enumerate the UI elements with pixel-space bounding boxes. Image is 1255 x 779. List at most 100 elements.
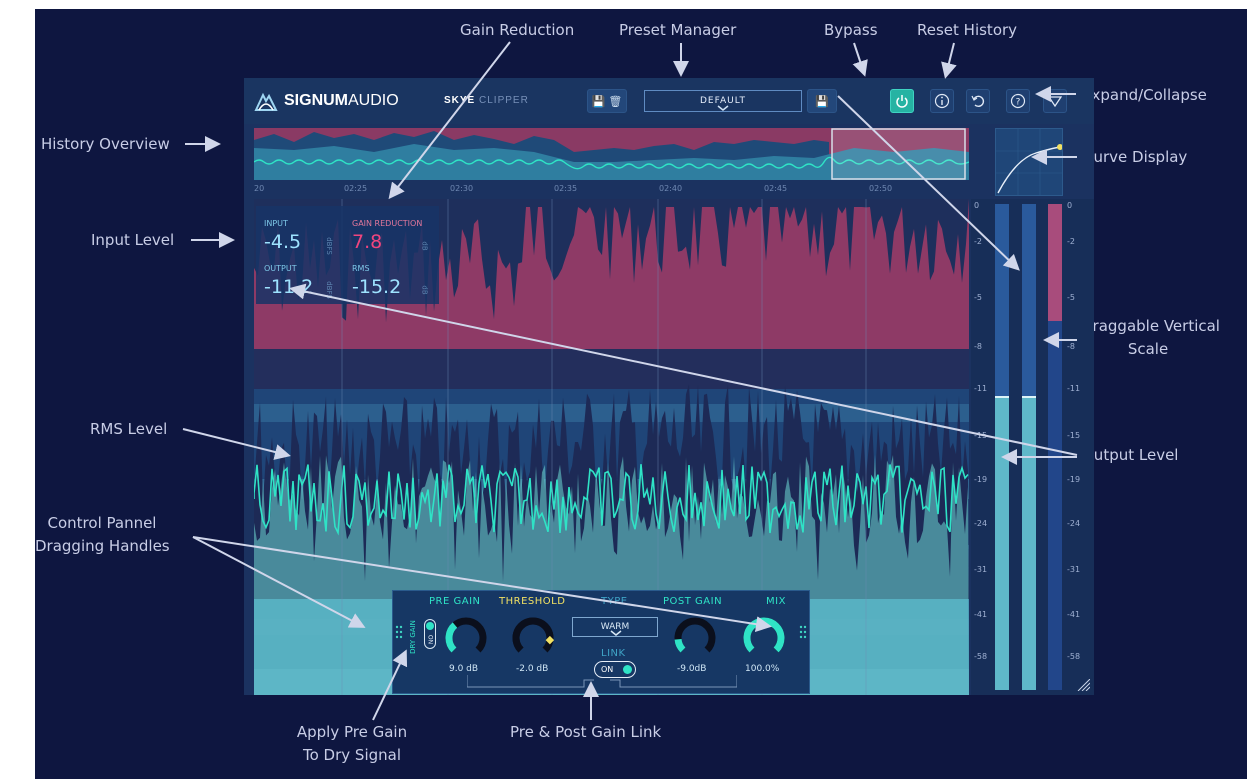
annotation-rms-level: RMS Level <box>90 420 168 438</box>
brand-name-bold: SIGNUM <box>284 92 348 109</box>
input-level-value: -4.5 <box>264 231 302 253</box>
pre-gain-value: 9.0 dB <box>449 664 479 674</box>
help-button[interactable]: ? <box>1006 89 1030 113</box>
history-view-window[interactable] <box>831 128 966 180</box>
meter-scale-label: -11 <box>1067 384 1081 393</box>
drag-handle-left-icon[interactable] <box>395 625 403 639</box>
meter-scale-label: -8 <box>974 342 982 351</box>
link-toggle[interactable]: ON <box>594 661 636 678</box>
power-icon <box>896 95 908 108</box>
save-preset-icon[interactable]: 💾 <box>591 94 606 108</box>
dry-gain-label: DRY GAIN <box>409 620 417 654</box>
reset-history-button[interactable] <box>966 89 990 113</box>
info-icon <box>934 93 950 109</box>
meter-scale-label: 0 <box>974 201 980 210</box>
timeline-tick-label: 02:25 <box>344 184 368 193</box>
bypass-button[interactable] <box>890 89 914 113</box>
timeline-tick-label: 02:45 <box>764 184 788 193</box>
input-level-label: INPUT <box>264 219 288 228</box>
save-new-preset-icon: 💾 <box>815 94 829 108</box>
meter-scale-label: -41 <box>974 610 988 619</box>
gain-reduction-meter-fill <box>1048 204 1062 321</box>
product-name-bold: SKYE <box>444 95 476 106</box>
meter-scale-label: -31 <box>974 565 988 574</box>
link-toggle-label: ON <box>601 665 614 674</box>
timeline-tick-label: 02:35 <box>554 184 578 193</box>
output-level-value: -11.2 <box>264 276 314 298</box>
meter-scale-label: -2 <box>1067 237 1075 246</box>
save-as-preset-button[interactable]: 💾 <box>807 89 837 113</box>
threshold-point <box>1057 144 1063 150</box>
screenshot-canvas: Gain Reduction Preset Manager Bypass Res… <box>35 9 1247 779</box>
output-meter-right-fill <box>1022 396 1036 690</box>
annotation-control-panel-line1: Control Pannel <box>47 514 157 532</box>
info-button[interactable] <box>930 89 954 113</box>
level-meters[interactable]: 0 0 -2 -2 -5 -5 -8 -8 -11 -11 -15 -15 -19 -19 -24 -24 -3… <box>971 199 1094 695</box>
post-gain-label: POST GAIN <box>663 596 723 607</box>
annotation-gain-reduction: Gain Reduction <box>460 21 575 39</box>
help-icon: ? <box>1010 93 1026 109</box>
clip-type-value: WARM <box>600 622 630 632</box>
annotation-draggable-scale-line1: Draggable Vertical <box>1081 317 1220 335</box>
post-gain-knob[interactable] <box>672 615 718 661</box>
output-meter-right <box>1022 204 1036 690</box>
level-band <box>254 404 969 422</box>
annotation-expand-collapse: Expand/Collapse <box>1082 86 1207 104</box>
link-bracket <box>467 675 737 688</box>
drag-handle-right-icon[interactable] <box>799 625 807 639</box>
timeline-tick-label: 02:50 <box>869 184 893 193</box>
mix-knob[interactable] <box>741 615 787 661</box>
preset-name: DEFAULT <box>700 96 746 106</box>
annotation-input-level: Input Level <box>91 231 175 249</box>
meter-scale-label: -31 <box>1067 565 1081 574</box>
clip-type-selector[interactable]: WARM <box>572 617 658 637</box>
meter-scale-label: -24 <box>1067 519 1081 528</box>
delete-preset-icon[interactable]: 🗑 <box>608 94 623 108</box>
meter-scale-label: -2 <box>974 237 982 246</box>
output-level-unit: dBFS <box>324 281 333 299</box>
link-toggle-knob <box>623 665 632 674</box>
annotation-output-level: Output Level <box>1082 446 1179 464</box>
mix-label: MIX <box>766 596 786 607</box>
meter-scale-label: -5 <box>1067 293 1075 302</box>
timeline-ruler: 20 02:25 02:30 02:35 02:40 02:45 02:50 <box>254 182 969 196</box>
brand-name: SIGNUMAUDIO <box>284 92 399 110</box>
meter-scale-label: -41 <box>1067 610 1081 619</box>
meter-scale-label: -15 <box>974 431 988 440</box>
output-level-label: OUTPUT <box>264 264 297 273</box>
threshold-label: THRESHOLD <box>499 596 566 607</box>
pre-gain-knob[interactable] <box>443 615 489 661</box>
chevron-down-icon <box>610 630 622 636</box>
meter-scale-label: -24 <box>974 519 988 528</box>
threshold-value: -2.0 dB <box>516 664 549 674</box>
annotation-preset-manager: Preset Manager <box>619 21 737 39</box>
output-meter-left-fill <box>995 396 1009 690</box>
annotation-draggable-scale-line2: Scale <box>1127 340 1169 358</box>
transfer-curve <box>997 146 1063 194</box>
rms-level-line <box>254 464 969 536</box>
curve-display <box>995 128 1063 196</box>
knob-value-arc <box>674 638 686 653</box>
threshold-knob[interactable] <box>510 615 556 661</box>
input-level-unit: dBFS <box>324 237 333 255</box>
annotation-apply-pre-gain-line1: Apply Pre Gain <box>296 723 408 741</box>
meter-scale-label: 0 <box>1067 201 1073 210</box>
expand-collapse-button[interactable] <box>1043 89 1067 113</box>
meter-scale-label: -19 <box>974 475 988 484</box>
control-panel: DRY GAIN ON PRE GAIN 9.0 dB THRESHOLD -2… <box>392 590 810 694</box>
meter-scale-label: -58 <box>1067 652 1081 661</box>
signum-logo-icon <box>254 92 278 111</box>
dry-gain-toggle[interactable]: ON <box>424 619 436 649</box>
annotation-control-panel: Control Pannel Dragging Handles <box>35 514 170 556</box>
dry-gain-toggle-label: ON <box>426 634 434 645</box>
annotation-apply-pre-gain: Apply Pre Gain To Dry Signal <box>287 723 417 765</box>
arrow-bypass <box>852 42 868 77</box>
history-overview[interactable] <box>254 128 969 180</box>
gain-reduction-value: 7.8 <box>352 231 383 253</box>
preset-selector[interactable]: DEFAULT <box>644 90 802 112</box>
resize-handle-icon[interactable] <box>1076 679 1090 691</box>
annotation-curve-display: Curve Display <box>1083 148 1188 166</box>
timeline-tick-label: 02:40 <box>659 184 683 193</box>
mix-value: 100.0% <box>745 664 780 674</box>
chevron-down-icon <box>717 105 729 111</box>
